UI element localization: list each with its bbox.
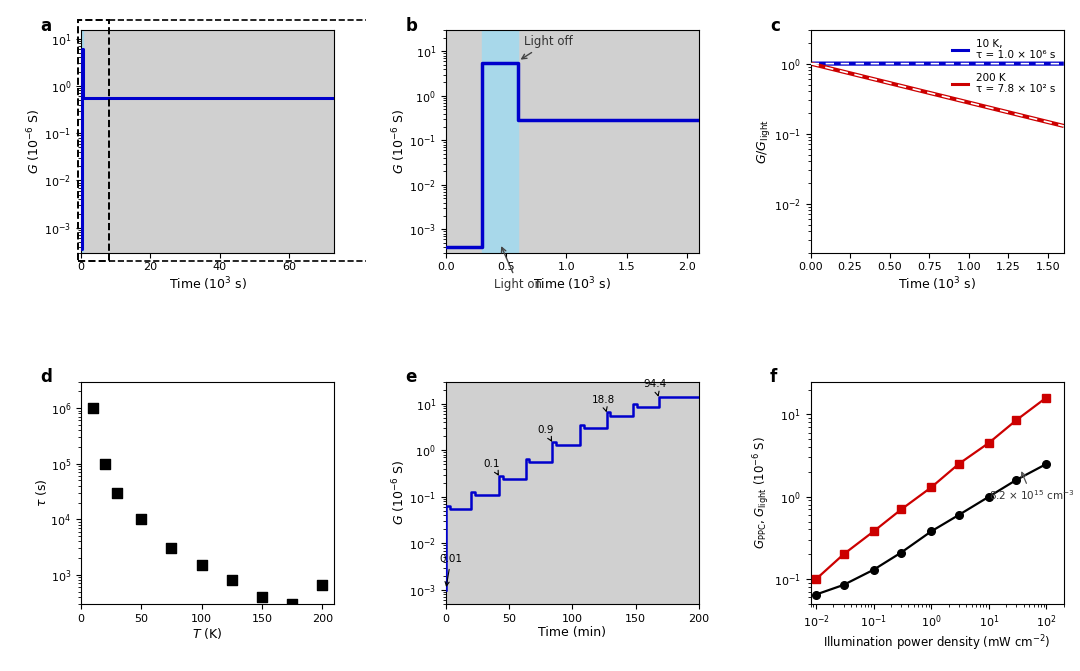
Legend: 10 K,
τ = 1.0 × 10⁶ s, 200 K
τ = 7.8 × 10² s: 10 K, τ = 1.0 × 10⁶ s, 200 K τ = 7.8 × 1… xyxy=(949,36,1058,97)
Point xyxy=(254,592,271,603)
Text: 8.2 $\times$ 10$^{15}$ cm$^{-3}$: 8.2 $\times$ 10$^{15}$ cm$^{-3}$ xyxy=(989,472,1075,503)
Y-axis label: $G/G_{\rm light}$: $G/G_{\rm light}$ xyxy=(755,119,772,164)
Text: Light on: Light on xyxy=(494,248,542,291)
Text: 0.01: 0.01 xyxy=(440,554,462,586)
Point xyxy=(224,575,241,586)
Y-axis label: $G$ (10$^{-6}$ S): $G$ (10$^{-6}$ S) xyxy=(390,460,407,525)
Y-axis label: $G_{\rm PPC}$, $G_{\rm light}$ (10$^{-6}$ S): $G_{\rm PPC}$, $G_{\rm light}$ (10$^{-6}… xyxy=(752,436,772,549)
Y-axis label: $\tau$ (s): $\tau$ (s) xyxy=(35,478,49,507)
Point xyxy=(163,543,180,554)
Bar xyxy=(482,30,518,252)
Point xyxy=(193,560,211,570)
X-axis label: Illumination power density (mW cm$^{-2}$): Illumination power density (mW cm$^{-2}$… xyxy=(823,633,1051,653)
Text: d: d xyxy=(40,368,52,386)
Text: 0.1: 0.1 xyxy=(484,458,500,475)
X-axis label: Time (10$^3$ s): Time (10$^3$ s) xyxy=(168,275,246,293)
Point xyxy=(283,599,300,609)
Point xyxy=(109,487,126,498)
Point xyxy=(96,458,113,469)
Y-axis label: $G$ (10$^{-6}$ S): $G$ (10$^{-6}$ S) xyxy=(25,109,43,174)
Point xyxy=(133,514,150,525)
Text: e: e xyxy=(405,368,417,386)
X-axis label: Time (min): Time (min) xyxy=(539,627,606,639)
Text: a: a xyxy=(40,17,52,35)
Text: c: c xyxy=(770,17,780,35)
Text: f: f xyxy=(770,368,778,386)
Point xyxy=(313,580,330,590)
Text: 18.8: 18.8 xyxy=(592,395,615,411)
X-axis label: Time (10$^3$ s): Time (10$^3$ s) xyxy=(899,275,976,293)
Y-axis label: $G$ (10$^{-6}$ S): $G$ (10$^{-6}$ S) xyxy=(390,109,407,174)
Text: Light off: Light off xyxy=(522,36,572,59)
X-axis label: $T$ (K): $T$ (K) xyxy=(192,627,222,641)
Text: 0.9: 0.9 xyxy=(537,425,553,441)
Text: 94.4: 94.4 xyxy=(644,379,666,396)
Bar xyxy=(78,19,109,261)
X-axis label: Time (10$^3$ s): Time (10$^3$ s) xyxy=(534,275,611,293)
Point xyxy=(84,403,102,413)
Text: b: b xyxy=(405,17,417,35)
